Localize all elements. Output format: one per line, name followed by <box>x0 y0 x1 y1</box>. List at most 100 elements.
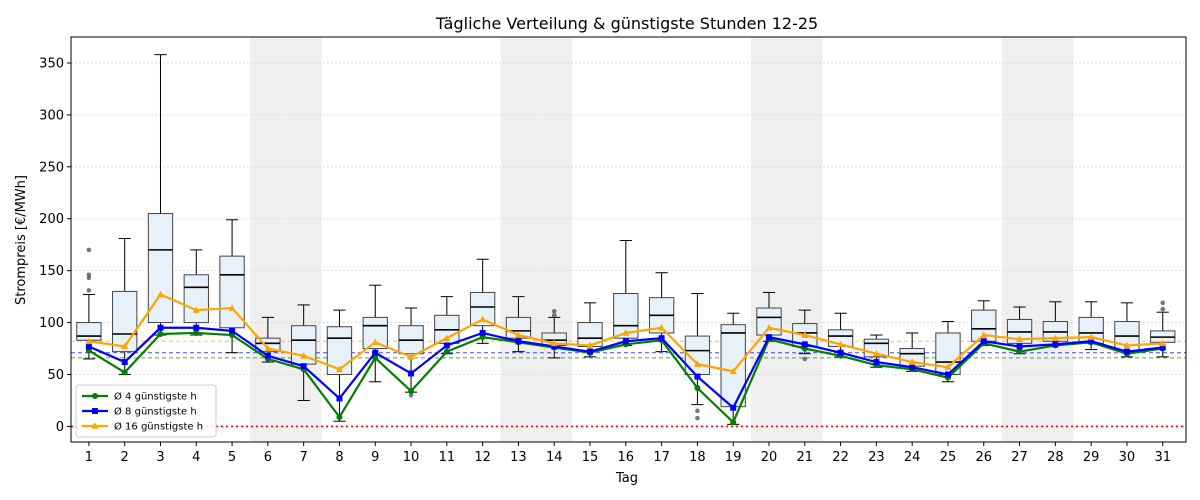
series-marker <box>1087 333 1095 340</box>
x-tick-label: 15 <box>582 450 599 465</box>
series-marker <box>408 370 415 377</box>
x-tick-label: 8 <box>335 450 343 465</box>
x-tick-label: 17 <box>653 450 670 465</box>
series-marker <box>372 349 379 356</box>
x-tick-label: 1 <box>85 450 93 465</box>
box-body <box>756 307 782 336</box>
flier-point <box>551 313 557 318</box>
series-marker <box>156 290 164 298</box>
series-marker <box>944 363 952 371</box>
x-tick-label: 3 <box>156 450 164 465</box>
y-tick-label: 0 <box>56 420 64 435</box>
series-marker <box>622 338 629 345</box>
series-marker <box>157 331 164 337</box>
series-2 <box>85 324 1166 411</box>
series-marker <box>336 414 343 421</box>
box-body <box>720 324 746 408</box>
weekend-band-6 <box>249 37 286 442</box>
legend-label: Ø 8 günstigste h <box>114 406 197 418</box>
flier-point <box>86 272 92 278</box>
series-marker <box>515 338 522 345</box>
y-tick-label: 350 <box>39 56 64 71</box>
series-marker <box>300 363 307 370</box>
x-tick-label: 14 <box>546 450 563 465</box>
series-marker <box>693 360 701 367</box>
x-tick-label: 26 <box>975 450 992 465</box>
series-marker <box>550 339 558 347</box>
series-marker <box>85 343 92 350</box>
flier-point <box>695 408 700 414</box>
series-marker <box>157 324 164 331</box>
x-tick-label: 22 <box>832 450 849 465</box>
box-body <box>112 290 138 353</box>
series-marker <box>587 348 594 355</box>
series-marker <box>514 331 522 338</box>
x-tick-label: 19 <box>725 450 742 465</box>
x-tick-label: 9 <box>371 450 379 465</box>
legend-item-1: Ø 4 günstigste h <box>82 391 197 403</box>
series-marker <box>336 395 343 402</box>
series-marker <box>909 364 916 371</box>
x-axis-label: Tag <box>615 471 638 486</box>
series-marker <box>407 353 415 360</box>
series-marker <box>300 352 308 359</box>
weekend-band-14 <box>536 37 573 442</box>
series-marker <box>1016 335 1024 342</box>
series-marker <box>980 331 988 338</box>
series-3 <box>85 290 1167 375</box>
flier-point <box>408 392 414 398</box>
series-marker <box>694 385 701 391</box>
x-tick-label: 2 <box>121 450 129 465</box>
series-marker <box>694 373 701 380</box>
series-marker <box>443 348 450 355</box>
flier-point <box>86 247 92 253</box>
flier-point <box>1160 300 1166 306</box>
y-tick-label: 200 <box>39 212 64 227</box>
legend: Ø 4 günstigste h Ø 8 günstigste h Ø 16 gün… <box>75 384 217 438</box>
series-marker <box>801 341 808 348</box>
series-marker <box>1159 339 1167 347</box>
x-tick-label: 6 <box>264 450 272 465</box>
series-marker <box>551 343 558 350</box>
series-marker <box>121 369 128 376</box>
series-marker <box>765 334 772 341</box>
series-marker <box>193 324 200 331</box>
x-tick-label: 28 <box>1047 450 1064 465</box>
series-marker <box>658 335 665 342</box>
series-marker <box>92 393 98 399</box>
series-marker <box>765 323 773 331</box>
x-tick-label: 30 <box>1119 450 1136 465</box>
series-marker <box>586 341 594 349</box>
y-tick-label: 150 <box>39 264 64 279</box>
y-tick-label: 50 <box>47 368 64 383</box>
x-tick-label: 5 <box>228 450 236 465</box>
series-marker <box>1016 348 1023 355</box>
x-tick-label: 11 <box>439 450 456 465</box>
y-axis-label: Strompreis [€/MWh] <box>14 175 29 305</box>
series-marker <box>443 342 450 349</box>
series-marker <box>121 359 128 366</box>
series-marker <box>121 342 129 350</box>
series-marker <box>479 315 487 323</box>
y-tick-label: 250 <box>39 160 64 175</box>
legend-box <box>75 384 217 438</box>
series-marker <box>1123 348 1130 355</box>
weekend-band-21 <box>786 37 823 442</box>
series-marker <box>443 334 451 341</box>
series-marker <box>371 338 379 346</box>
series-marker <box>229 327 236 334</box>
box-day-10 <box>398 307 424 398</box>
series-marker <box>944 371 951 378</box>
x-tick-label: 24 <box>904 450 921 465</box>
series-marker <box>91 422 99 429</box>
box-day-28 <box>1042 301 1069 346</box>
axes-frame <box>70 36 1187 443</box>
series-marker <box>908 358 916 365</box>
series-marker <box>801 331 809 338</box>
x-tick-label: 18 <box>689 450 706 465</box>
x-tick-label: 13 <box>510 450 527 465</box>
series-marker <box>1051 334 1059 341</box>
y-tick-label: 300 <box>39 108 64 123</box>
x-tick-label: 29 <box>1083 450 1100 465</box>
series-marker <box>1016 343 1023 350</box>
